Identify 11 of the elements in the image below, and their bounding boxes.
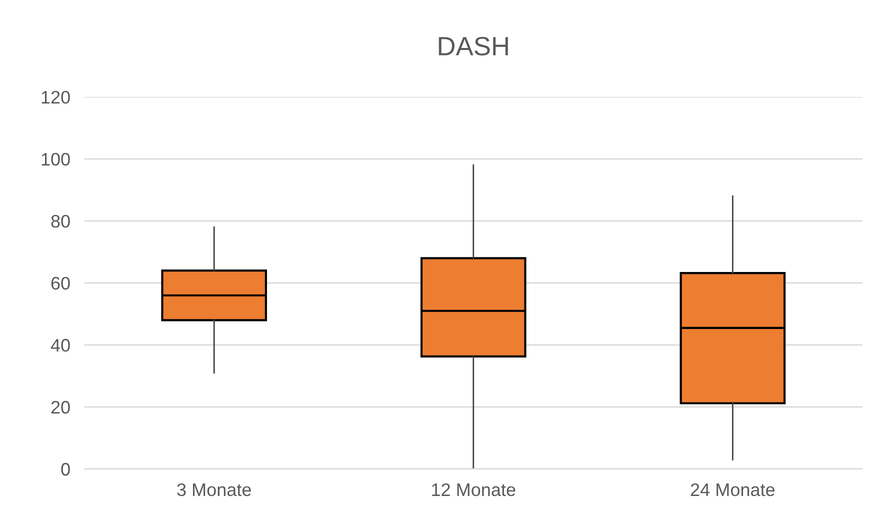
y-tick-label: 20 — [51, 400, 70, 414]
y-tick-label: 80 — [51, 214, 70, 228]
x-tick-label: 3 Monate — [177, 483, 251, 496]
y-tick-label: 60 — [51, 276, 70, 290]
chart-title: DASH — [438, 36, 508, 56]
y-tick-label: 120 — [42, 90, 70, 104]
x-tick-label: 12 Monate — [432, 483, 516, 496]
y-tick-label: 40 — [50, 338, 70, 352]
y-tick-label: 100 — [42, 152, 70, 166]
y-tick-label: 0 — [61, 462, 70, 476]
x-tick-label: 24 Monate — [690, 483, 775, 496]
